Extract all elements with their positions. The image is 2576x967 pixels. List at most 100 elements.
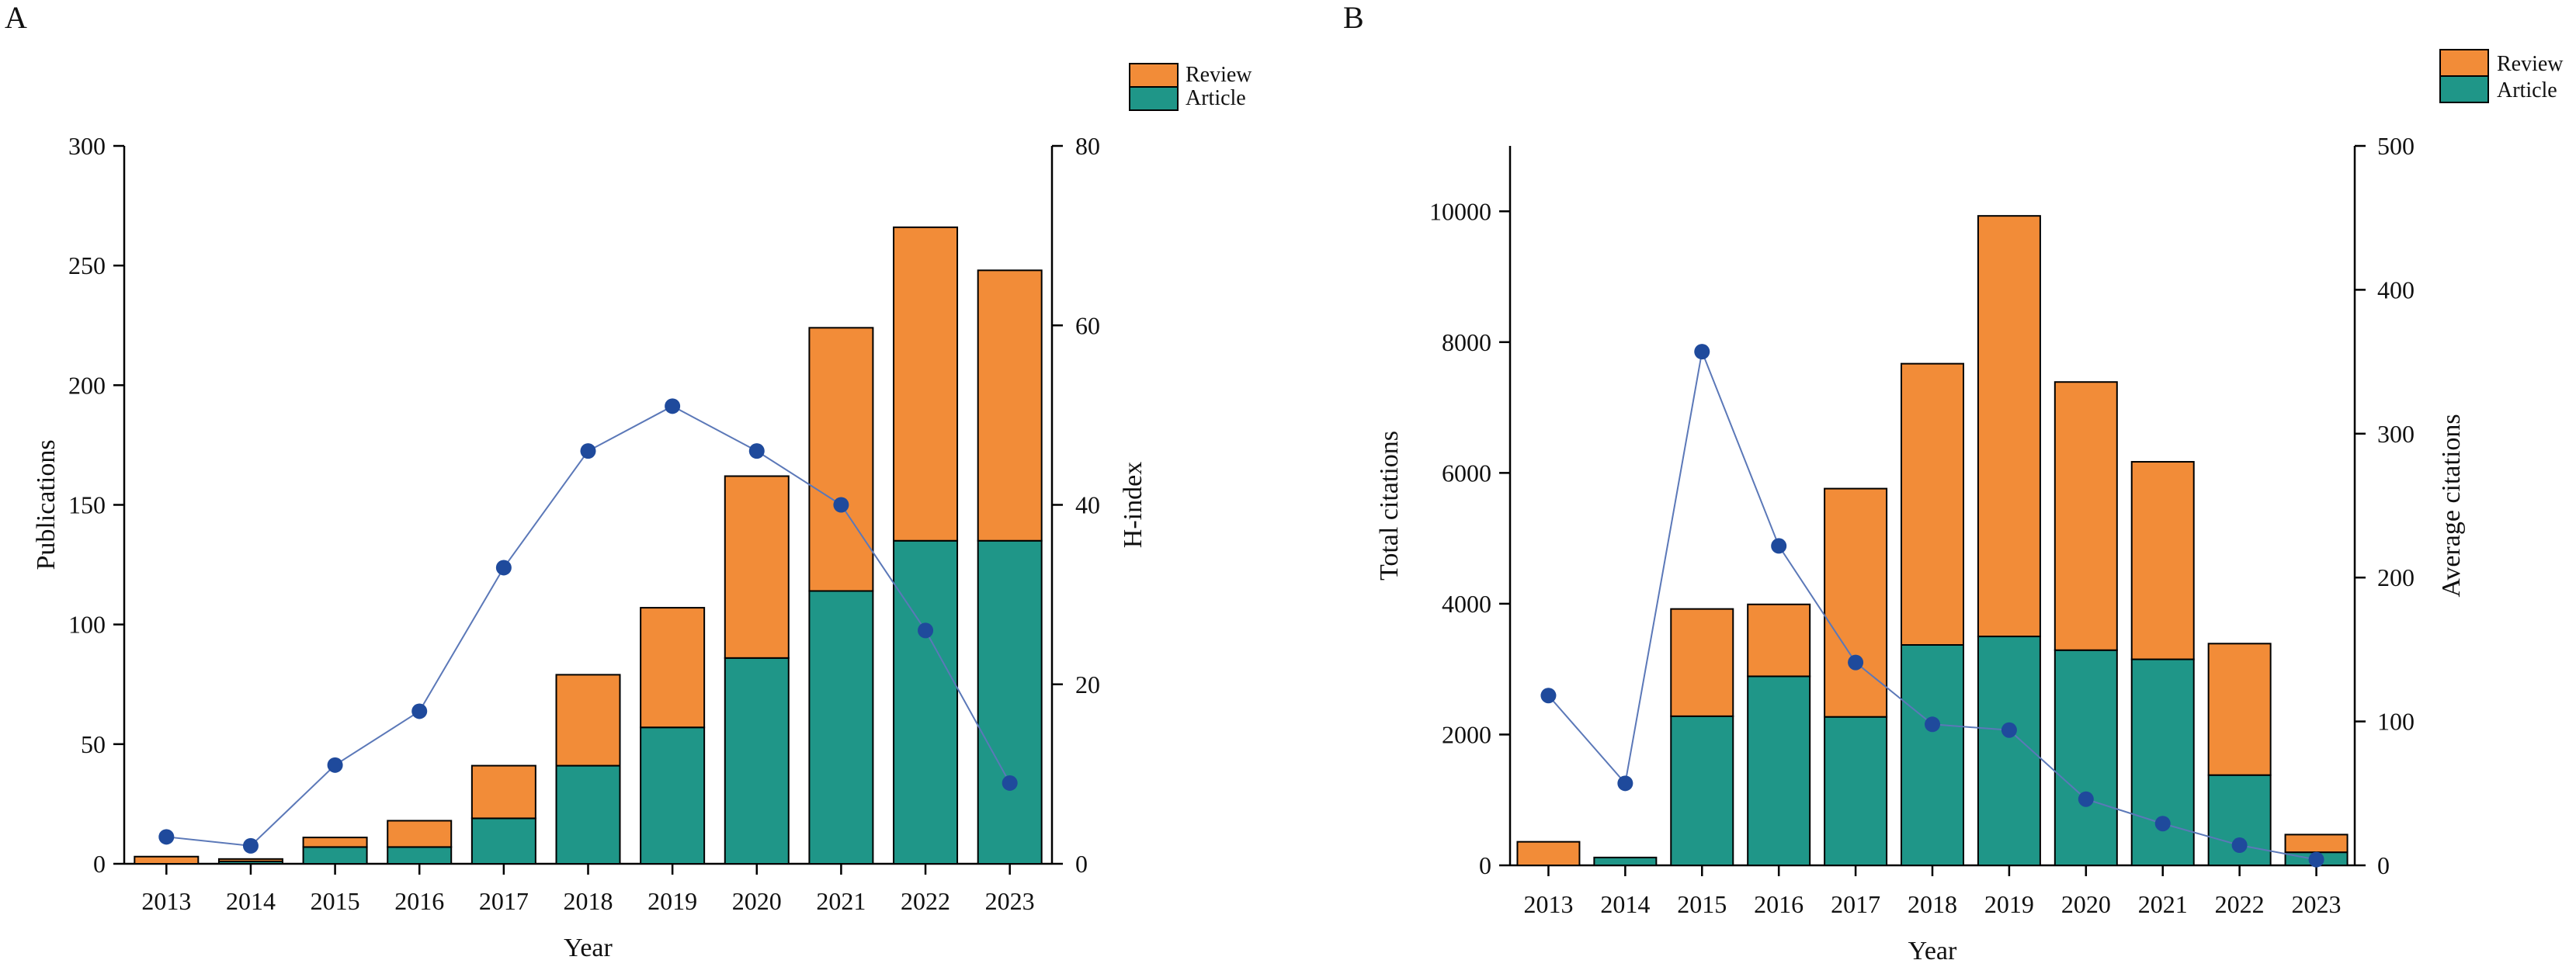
x-tick-label-b: 2017 (1831, 890, 1880, 918)
line-point-a-2013 (158, 829, 175, 845)
y-tick-label-b: 2000 (1442, 720, 1491, 748)
y2-axis-title-a: H-index (1119, 462, 1147, 548)
y2-tick-label-a: 80 (1075, 132, 1100, 160)
bar-review-b-2017 (1824, 487, 1888, 718)
line-point-a-2014 (242, 837, 259, 854)
x-tick-label-b: 2015 (1677, 890, 1727, 918)
legend-label-article-b: Article (2497, 78, 2557, 102)
bar-article-a-2018 (555, 764, 621, 865)
legend-label-article-a: Article (1186, 86, 1246, 110)
x-tick-label-a: 2020 (732, 887, 782, 915)
x-tick-label-b: 2020 (2061, 890, 2111, 918)
bar-article-b-2020 (2054, 649, 2118, 866)
y2-tick-label-b: 0 (2377, 851, 2390, 879)
y2-tick-label-b: 500 (2377, 132, 2415, 160)
x-tick-label-b: 2016 (1754, 890, 1804, 918)
panel-label-b: B (1343, 0, 1364, 35)
line-point-b-2018 (1925, 716, 1940, 733)
bar-review-b-2019 (1977, 215, 2041, 638)
line-point-a-2021 (833, 497, 849, 513)
bar-article-a-2019 (640, 726, 706, 865)
line-point-b-2023 (2308, 851, 2324, 868)
y2-tick-label-b: 400 (2377, 276, 2415, 303)
bar-review-b-2015 (1670, 608, 1734, 717)
line-point-b-2021 (2154, 816, 2171, 832)
bar-article-a-2020 (724, 657, 790, 865)
line-point-a-2019 (665, 398, 681, 414)
y2-tick-label-a: 0 (1075, 850, 1088, 878)
y-axis-title-b: Total citations (1375, 431, 1404, 581)
y-tick-label-b: 8000 (1442, 328, 1491, 356)
y2-tick-label-b: 100 (2377, 708, 2415, 736)
line-point-a-2018 (580, 443, 596, 459)
x-tick-label-b: 2018 (1908, 890, 1957, 918)
y-tick-label-b: 6000 (1442, 459, 1491, 487)
line-point-a-2022 (918, 622, 934, 639)
line-point-a-2015 (327, 757, 343, 773)
x-tick-label-a: 2015 (311, 887, 360, 915)
bar-article-b-2017 (1824, 716, 1888, 867)
y-tick-label-a: 50 (81, 730, 106, 758)
bar-article-b-2014 (1593, 856, 1658, 867)
bar-review-a-2014 (217, 858, 283, 862)
x-tick-label-a: 2018 (564, 887, 613, 915)
x-axis-title-a: Year (564, 934, 613, 962)
line-point-a-2023 (1002, 775, 1018, 791)
bar-article-a-2021 (808, 590, 874, 865)
chart-panel-b: B 0 2000 4000 6000 8000 10000 0 100 200 300 400 500… (1343, 0, 2564, 965)
y2-tick-label-a: 20 (1075, 671, 1100, 698)
x-tick-label-a: 2014 (226, 887, 276, 915)
bar-review-a-2023 (977, 269, 1043, 542)
bar-article-b-2016 (1747, 675, 1811, 867)
y-axis-title-a: Publications (32, 439, 61, 570)
y-tick-label-a: 250 (68, 251, 106, 279)
legend-label-review-b: Review (2497, 52, 2564, 76)
line-point-a-2016 (411, 703, 428, 719)
legend-swatch-article-b (2439, 75, 2489, 103)
x-tick-label-a: 2021 (816, 887, 866, 915)
bar-review-a-2021 (808, 327, 874, 592)
bar-article-a-2022 (893, 539, 959, 865)
y-tick-label-a: 0 (93, 850, 106, 878)
x-tick-label-b: 2023 (2292, 890, 2342, 918)
y-tick-label-b: 0 (1479, 851, 1491, 879)
bar-review-a-2016 (387, 820, 453, 848)
x-tick-label-a: 2016 (394, 887, 444, 915)
line-point-b-2022 (2231, 837, 2248, 854)
bar-review-a-2022 (893, 226, 959, 542)
bar-article-a-2023 (977, 539, 1043, 865)
y-tick-label-a: 300 (68, 132, 106, 160)
panel-label-a: A (5, 0, 27, 35)
x-tick-label-b: 2013 (1523, 890, 1573, 918)
bar-review-a-2017 (470, 764, 536, 820)
bar-review-a-2020 (724, 475, 790, 659)
bar-article-b-2021 (2130, 658, 2195, 866)
x-tick-label-b: 2019 (1984, 890, 2034, 918)
bar-article-b-2015 (1670, 715, 1734, 866)
bar-review-b-2018 (1901, 362, 1964, 646)
bar-review-b-2022 (2207, 643, 2272, 776)
bar-review-a-2015 (302, 837, 368, 848)
legend-swatch-review-a (1129, 63, 1179, 88)
bar-review-b-2023 (2284, 834, 2349, 854)
bar-review-b-2021 (2130, 461, 2195, 660)
y-tick-label-b: 4000 (1442, 590, 1491, 618)
line-point-b-2016 (1771, 538, 1787, 554)
y-tick-label-a: 200 (68, 371, 106, 399)
bar-article-b-2019 (1977, 636, 2041, 867)
bar-review-a-2018 (555, 674, 621, 767)
legend-swatch-review-b (2439, 49, 2489, 77)
bar-review-a-2019 (640, 607, 706, 729)
bar-review-b-2020 (2054, 381, 2118, 651)
y2-axis-title-b: Average citations (2437, 414, 2466, 597)
legend-swatch-article-a (1129, 86, 1179, 111)
x-tick-label-a: 2023 (985, 887, 1035, 915)
y2-tick-label-a: 60 (1075, 311, 1100, 339)
line-point-b-2015 (1694, 344, 1710, 360)
y2-tick-label-b: 300 (2377, 420, 2415, 448)
bar-article-a-2016 (387, 846, 453, 865)
line-point-a-2020 (748, 443, 765, 459)
bar-review-a-2013 (134, 855, 200, 865)
bar-article-a-2017 (470, 817, 536, 865)
